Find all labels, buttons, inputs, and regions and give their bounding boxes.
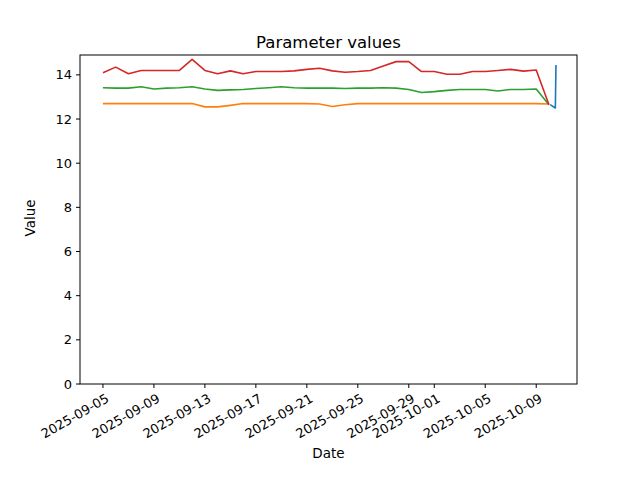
chart-title: Parameter values <box>80 33 577 52</box>
y-tick-label: 4 <box>64 288 72 303</box>
y-axis-label: Value <box>22 188 38 248</box>
figure: 024681012142025-09-052025-09-092025-09-1… <box>0 0 640 480</box>
y-tick-label: 10 <box>55 156 72 171</box>
series-green-line <box>103 87 549 105</box>
y-tick-label: 6 <box>64 244 72 259</box>
y-tick-label: 12 <box>55 112 72 127</box>
series-orange-line <box>103 104 549 107</box>
series-blue-line <box>550 65 556 108</box>
y-tick-label: 2 <box>64 332 72 347</box>
x-axis-label: Date <box>80 445 577 461</box>
y-tick-label: 0 <box>64 377 72 392</box>
chart-canvas: 024681012142025-09-052025-09-092025-09-1… <box>0 0 640 480</box>
y-tick-label: 14 <box>55 67 72 82</box>
series-red-line <box>103 59 549 104</box>
y-tick-label: 8 <box>64 200 72 215</box>
